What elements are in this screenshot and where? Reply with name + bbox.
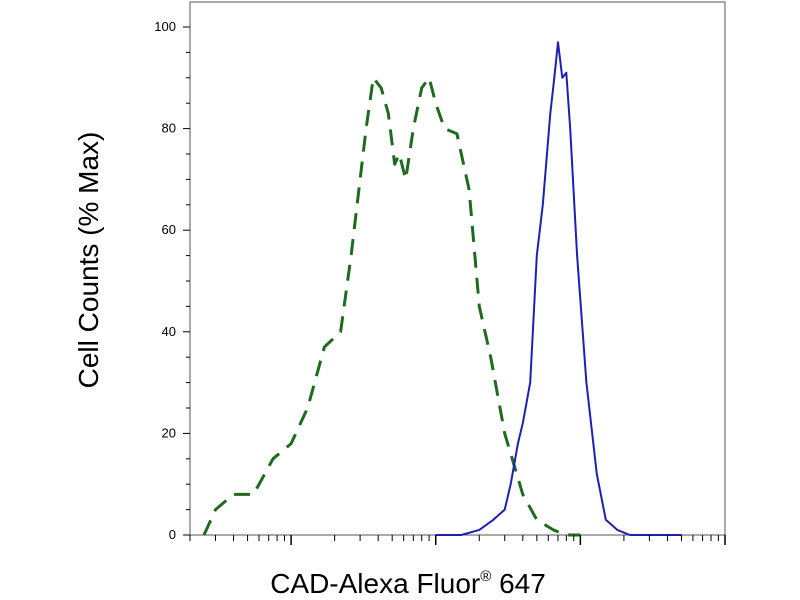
plot-frame <box>189 1 726 536</box>
x-axis-title: CAD-Alexa Fluor® 647 <box>270 568 546 599</box>
series-group <box>202 41 682 537</box>
x-axis-ticks <box>189 535 726 545</box>
series-line-1 <box>435 41 682 536</box>
x-axis-title-main: CAD-Alexa Fluor <box>270 568 480 599</box>
y-tick-label: 20 <box>162 425 176 440</box>
x-axis-title-suffix: 647 <box>491 568 546 599</box>
y-axis-title: Cell Counts (% Max) <box>73 132 104 389</box>
plot-border <box>189 1 726 536</box>
x-axis-title-registered-mark: ® <box>480 568 491 585</box>
y-axis-ticks: 0 20 40 60 80 100 <box>154 19 190 542</box>
series-line-0 <box>202 76 581 537</box>
y-tick-label: 100 <box>154 19 176 34</box>
y-tick-label: 80 <box>162 121 176 136</box>
y-tick-label: 0 <box>169 527 176 542</box>
y-tick-label: 40 <box>162 324 176 339</box>
y-tick-label: 60 <box>162 222 176 237</box>
